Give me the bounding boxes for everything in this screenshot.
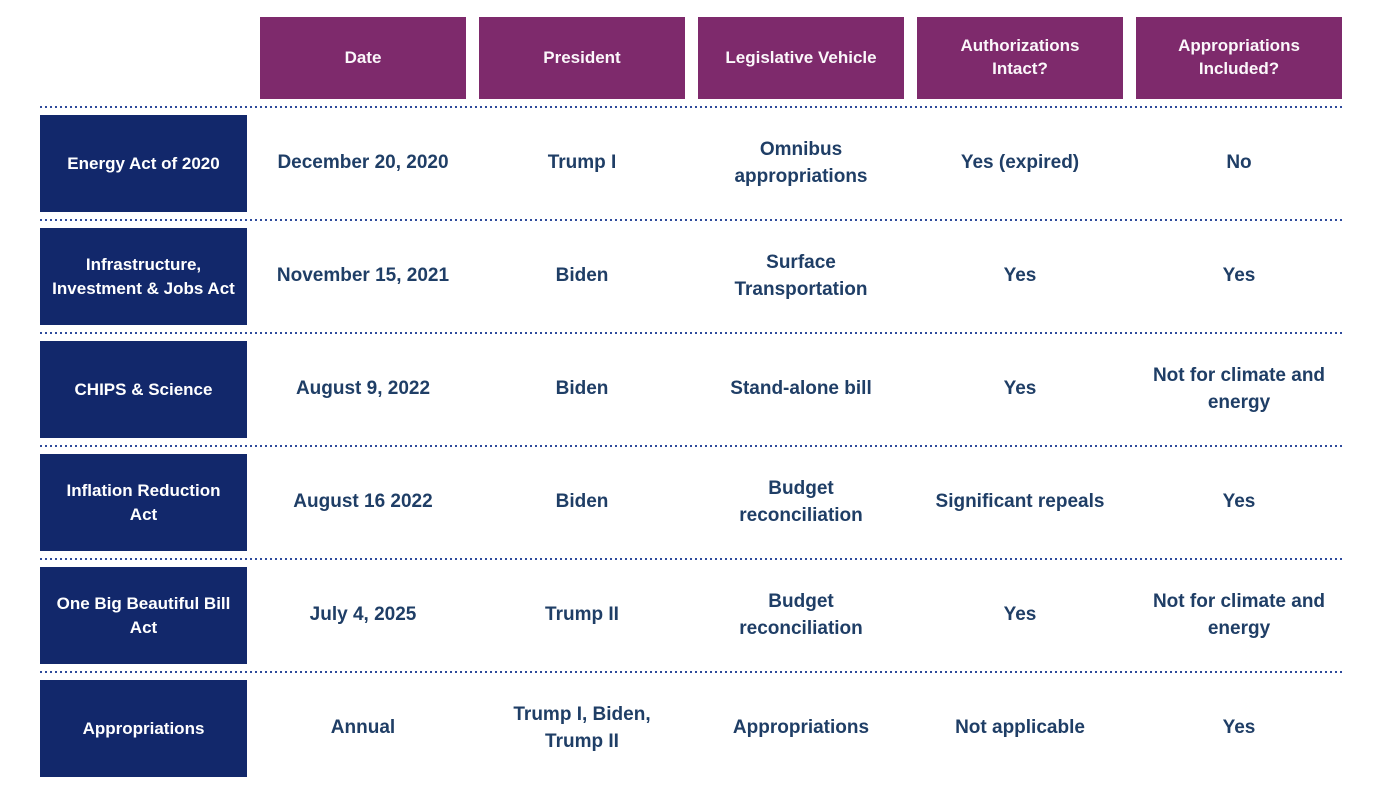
cell-appropriations-included: Not for climate and energy	[1136, 567, 1342, 664]
cell-legislative-vehicle-text: Stand-alone bill	[730, 378, 872, 400]
cell-president: Trump II	[479, 567, 685, 664]
row-label-text: Inflation Reduction Act	[66, 480, 221, 524]
cell-president-text: Biden	[555, 491, 609, 513]
cell-president-text: Biden	[555, 265, 609, 287]
cell-legislative-vehicle-text: Surface Transportation	[734, 251, 868, 300]
column-header-president: President	[479, 17, 685, 99]
cell-date-text: August 9, 2022	[295, 378, 431, 400]
cell-legislative-vehicle: Appropriations	[698, 680, 904, 777]
cell-date: Annual	[260, 680, 466, 777]
cell-date-text: December 20, 2020	[277, 152, 449, 174]
cell-date-text: July 4, 2025	[309, 604, 417, 626]
row-divider	[40, 558, 1342, 560]
row-divider	[40, 219, 1342, 221]
cell-legislative-vehicle-text: Budget reconciliation	[739, 477, 863, 526]
table-row: Inflation Reduction Act August 16 2022 Bid…	[40, 454, 1342, 551]
row-divider	[40, 106, 1342, 108]
cell-date: December 20, 2020	[260, 115, 466, 212]
row-label: Energy Act of 2020	[40, 115, 247, 212]
cell-president: Trump I	[479, 115, 685, 212]
cell-appropriations-included: Yes	[1136, 454, 1342, 551]
cell-appropriations-included-text: No	[1226, 152, 1252, 174]
cell-president: Biden	[479, 454, 685, 551]
cell-legislative-vehicle: Surface Transportation	[698, 228, 904, 325]
cell-authorizations-intact: Yes	[917, 341, 1123, 438]
cell-president-text: Biden	[555, 378, 609, 400]
cell-legislative-vehicle: Budget reconciliation	[698, 567, 904, 664]
cell-authorizations-intact: Significant repeals	[917, 454, 1123, 551]
cell-appropriations-included-text: Yes	[1222, 491, 1256, 513]
cell-authorizations-intact-text: Significant repeals	[935, 491, 1105, 513]
cell-appropriations-included-text: Yes	[1222, 265, 1256, 287]
row-label: Appropriations	[40, 680, 247, 777]
row-label-text: Appropriations	[82, 718, 205, 738]
row-divider	[40, 445, 1342, 447]
cell-president: Biden	[479, 341, 685, 438]
cell-appropriations-included: Not for climate and energy	[1136, 341, 1342, 438]
cell-date: July 4, 2025	[260, 567, 466, 664]
row-label: Infrastructure, Investment & Jobs Act	[40, 228, 247, 325]
table-row: One Big Beautiful Bill Act July 4, 2025 Tr…	[40, 567, 1342, 664]
cell-legislative-vehicle: Stand-alone bill	[698, 341, 904, 438]
cell-president-text: Trump II	[545, 604, 619, 626]
cell-president: Trump I, Biden, Trump II	[479, 680, 685, 777]
row-label: CHIPS & Science	[40, 341, 247, 438]
cell-appropriations-included: Yes	[1136, 680, 1342, 777]
row-label-text: One Big Beautiful Bill Act	[56, 593, 231, 637]
cell-date: November 15, 2021	[260, 228, 466, 325]
row-label-text: Infrastructure, Investment & Jobs Act	[52, 254, 235, 298]
row-label-text: Energy Act of 2020	[67, 153, 220, 173]
cell-president-text: Trump I	[547, 152, 617, 174]
cell-date-text: November 15, 2021	[276, 265, 450, 287]
column-header-president-text: President	[543, 47, 621, 67]
cell-date-text: Annual	[330, 717, 396, 739]
column-header-legislative-vehicle: Legislative Vehicle	[698, 17, 904, 99]
row-divider	[40, 671, 1342, 673]
table-row: Appropriations Annual Trump I, Biden, Trum…	[40, 680, 1342, 777]
column-header-date: Date	[260, 17, 466, 99]
column-header-appropriations-included: Appropriations Included?	[1136, 17, 1342, 99]
cell-authorizations-intact-text: Not applicable	[955, 717, 1085, 739]
column-header-appropriations-included-text: Appropriations Included?	[1178, 36, 1300, 78]
cell-president: Biden	[479, 228, 685, 325]
column-header-authorizations-intact: Authorizations Intact?	[917, 17, 1123, 99]
cell-authorizations-intact-text: Yes (expired)	[960, 152, 1080, 174]
cell-legislative-vehicle-text: Appropriations	[732, 717, 870, 739]
cell-appropriations-included-text: Not for climate and energy	[1152, 364, 1326, 413]
cell-date: August 9, 2022	[260, 341, 466, 438]
row-divider	[40, 332, 1342, 334]
row-label: Inflation Reduction Act	[40, 454, 247, 551]
cell-authorizations-intact: Yes	[917, 567, 1123, 664]
row-label: One Big Beautiful Bill Act	[40, 567, 247, 664]
table-row: CHIPS & Science August 9, 2022 Biden Stand-…	[40, 341, 1342, 438]
cell-date: August 16 2022	[260, 454, 466, 551]
cell-authorizations-intact-text: Yes	[1003, 265, 1037, 287]
cell-legislative-vehicle-text: Budget reconciliation	[739, 590, 863, 639]
header-row: Date President Legislative Vehicle Autho…	[40, 17, 1342, 99]
column-header-date-text: Date	[344, 47, 382, 67]
row-label-text: CHIPS & Science	[74, 379, 213, 399]
cell-legislative-vehicle-text: Omnibus appropriations	[734, 138, 868, 187]
cell-appropriations-included-text: Yes	[1222, 717, 1256, 739]
cell-authorizations-intact: Yes (expired)	[917, 115, 1123, 212]
cell-authorizations-intact: Not applicable	[917, 680, 1123, 777]
header-spacer	[40, 17, 247, 99]
cell-appropriations-included: No	[1136, 115, 1342, 212]
table-row: Energy Act of 2020 December 20, 2020 Trump…	[40, 115, 1342, 212]
table-row: Infrastructure, Investment & Jobs Act Nov…	[40, 228, 1342, 325]
cell-authorizations-intact-text: Yes	[1003, 604, 1037, 626]
cell-appropriations-included-text: Not for climate and energy	[1152, 590, 1326, 639]
table-body: Energy Act of 2020 December 20, 2020 Trump…	[40, 115, 1342, 777]
cell-appropriations-included: Yes	[1136, 228, 1342, 325]
cell-legislative-vehicle: Budget reconciliation	[698, 454, 904, 551]
cell-date-text: August 16 2022	[293, 491, 433, 513]
column-header-authorizations-intact-text: Authorizations Intact?	[960, 36, 1080, 78]
legislation-comparison-table: Date President Legislative Vehicle Autho…	[40, 17, 1342, 777]
cell-president-text: Trump I, Biden, Trump II	[513, 703, 651, 752]
column-header-legislative-vehicle-text: Legislative Vehicle	[725, 47, 877, 67]
cell-authorizations-intact-text: Yes	[1003, 378, 1037, 400]
cell-authorizations-intact: Yes	[917, 228, 1123, 325]
cell-legislative-vehicle: Omnibus appropriations	[698, 115, 904, 212]
